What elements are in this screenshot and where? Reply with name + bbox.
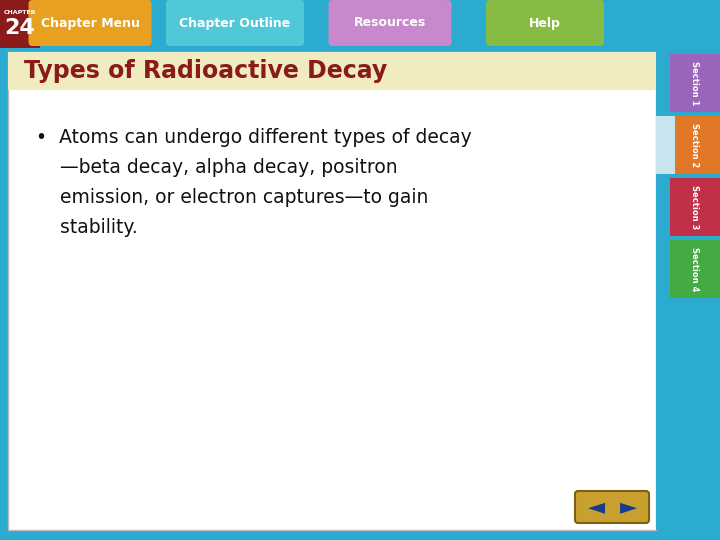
Text: Types of Radioactive Decay: Types of Radioactive Decay [24, 59, 387, 83]
FancyBboxPatch shape [670, 54, 720, 112]
FancyBboxPatch shape [8, 52, 656, 90]
Text: Resources: Resources [354, 17, 426, 30]
FancyBboxPatch shape [0, 0, 720, 48]
Text: CHAPTER: CHAPTER [4, 10, 36, 15]
Text: Section 3: Section 3 [690, 185, 700, 229]
FancyBboxPatch shape [670, 240, 720, 298]
Polygon shape [8, 52, 26, 70]
FancyBboxPatch shape [670, 116, 720, 174]
Text: stability.: stability. [36, 218, 138, 237]
Text: ►: ► [619, 497, 636, 517]
FancyBboxPatch shape [656, 116, 675, 174]
FancyBboxPatch shape [328, 0, 451, 46]
FancyBboxPatch shape [166, 0, 304, 46]
FancyBboxPatch shape [575, 491, 649, 523]
Text: —beta decay, alpha decay, positron: —beta decay, alpha decay, positron [36, 158, 397, 177]
Text: Section 2: Section 2 [690, 123, 700, 167]
Text: Chapter Menu: Chapter Menu [40, 17, 140, 30]
FancyBboxPatch shape [8, 52, 656, 530]
Text: 24: 24 [4, 18, 35, 38]
Text: Help: Help [529, 17, 561, 30]
FancyBboxPatch shape [29, 0, 151, 46]
FancyBboxPatch shape [656, 52, 670, 530]
FancyBboxPatch shape [670, 178, 720, 236]
Text: Chapter Outline: Chapter Outline [179, 17, 291, 30]
FancyBboxPatch shape [486, 0, 604, 46]
Text: emission, or electron captures—to gain: emission, or electron captures—to gain [36, 188, 428, 207]
Text: •  Atoms can undergo different types of decay: • Atoms can undergo different types of d… [36, 128, 472, 147]
FancyBboxPatch shape [0, 0, 40, 48]
Text: ◄: ◄ [588, 497, 605, 517]
Text: Section 4: Section 4 [690, 247, 700, 291]
Text: Section 1: Section 1 [690, 61, 700, 105]
